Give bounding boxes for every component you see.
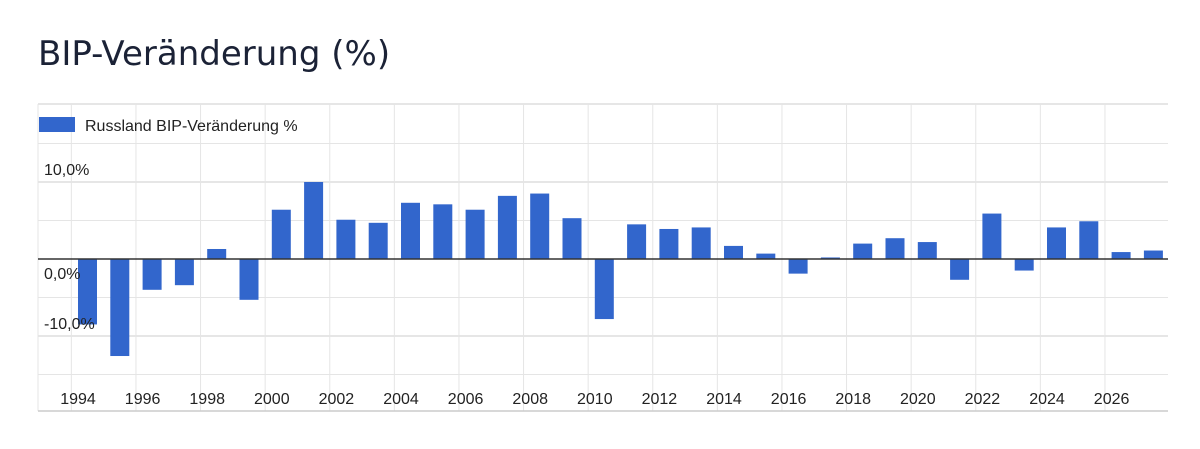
bar-2003 — [368, 222, 388, 259]
bar-2002 — [336, 219, 356, 259]
bar-2014 — [724, 245, 743, 259]
bar-2017 — [820, 257, 840, 259]
bar-2007 — [497, 195, 517, 259]
x-tick-label: 2020 — [900, 391, 936, 408]
bar-2009 — [562, 218, 582, 259]
bar-2004 — [401, 202, 420, 259]
bar-2027 — [1143, 250, 1163, 259]
x-tick-label: 2004 — [383, 391, 419, 408]
x-tick-label: 2012 — [642, 391, 678, 408]
y-tick-label: -10,0% — [44, 316, 95, 333]
bar-2024 — [1047, 227, 1066, 259]
x-tick-label: 2018 — [835, 391, 871, 408]
page-title: BIP-Veränderung (%) — [38, 34, 391, 74]
x-tick-label: 2010 — [577, 391, 613, 408]
bar-1998 — [207, 248, 227, 259]
y-tick-label: 10,0% — [44, 162, 89, 179]
bar-2011 — [627, 224, 647, 259]
bar-2021 — [950, 259, 970, 280]
bar-2019 — [885, 238, 905, 259]
x-tick-label: 2014 — [706, 391, 742, 408]
x-tick-label: 2006 — [448, 391, 484, 408]
x-tick-label: 2026 — [1094, 391, 1130, 408]
bar-2008 — [530, 193, 550, 259]
bar-2005 — [433, 204, 453, 259]
bar-2006 — [465, 209, 485, 259]
bar-1994 — [78, 259, 97, 325]
x-tick-label: 2002 — [319, 391, 355, 408]
bar-2016 — [788, 259, 808, 274]
bar-1999 — [239, 259, 259, 300]
x-tick-label: 1998 — [189, 391, 225, 408]
bars-layer — [78, 182, 1163, 357]
y-tick-labels: 10,0% 0,0% -10,0% — [44, 162, 95, 333]
x-tick-label: 1994 — [60, 391, 96, 408]
bar-2013 — [691, 227, 711, 259]
bar-2022 — [982, 213, 1002, 259]
bar-2018 — [853, 243, 873, 259]
y-tick-label: 0,0% — [44, 266, 80, 283]
bar-2015 — [756, 253, 776, 259]
bar-2023 — [1014, 259, 1034, 271]
bar-1995 — [110, 259, 130, 357]
legend-label: Russland BIP-Veränderung % — [85, 118, 298, 135]
bar-2026 — [1111, 252, 1131, 259]
bar-2001 — [304, 182, 324, 259]
bar-2020 — [917, 242, 937, 259]
bar-2012 — [659, 228, 679, 259]
legend-swatch — [39, 117, 75, 132]
bar-2025 — [1079, 221, 1099, 259]
legend: Russland BIP-Veränderung % — [39, 117, 298, 135]
x-tick-label: 1996 — [125, 391, 161, 408]
bar-1997 — [174, 259, 194, 286]
x-tick-label: 2000 — [254, 391, 290, 408]
bar-1996 — [142, 259, 162, 290]
x-tick-label: 2024 — [1029, 391, 1065, 408]
x-tick-labels: 1994 1996 1998 2000 2002 2004 2006 2008 2010 2012… — [60, 391, 1129, 408]
x-tick-label: 2008 — [512, 391, 548, 408]
bar-2000 — [271, 209, 291, 259]
x-tick-label: 2016 — [771, 391, 807, 408]
x-tick-label: 2022 — [965, 391, 1001, 408]
bar-2010 — [594, 259, 614, 320]
